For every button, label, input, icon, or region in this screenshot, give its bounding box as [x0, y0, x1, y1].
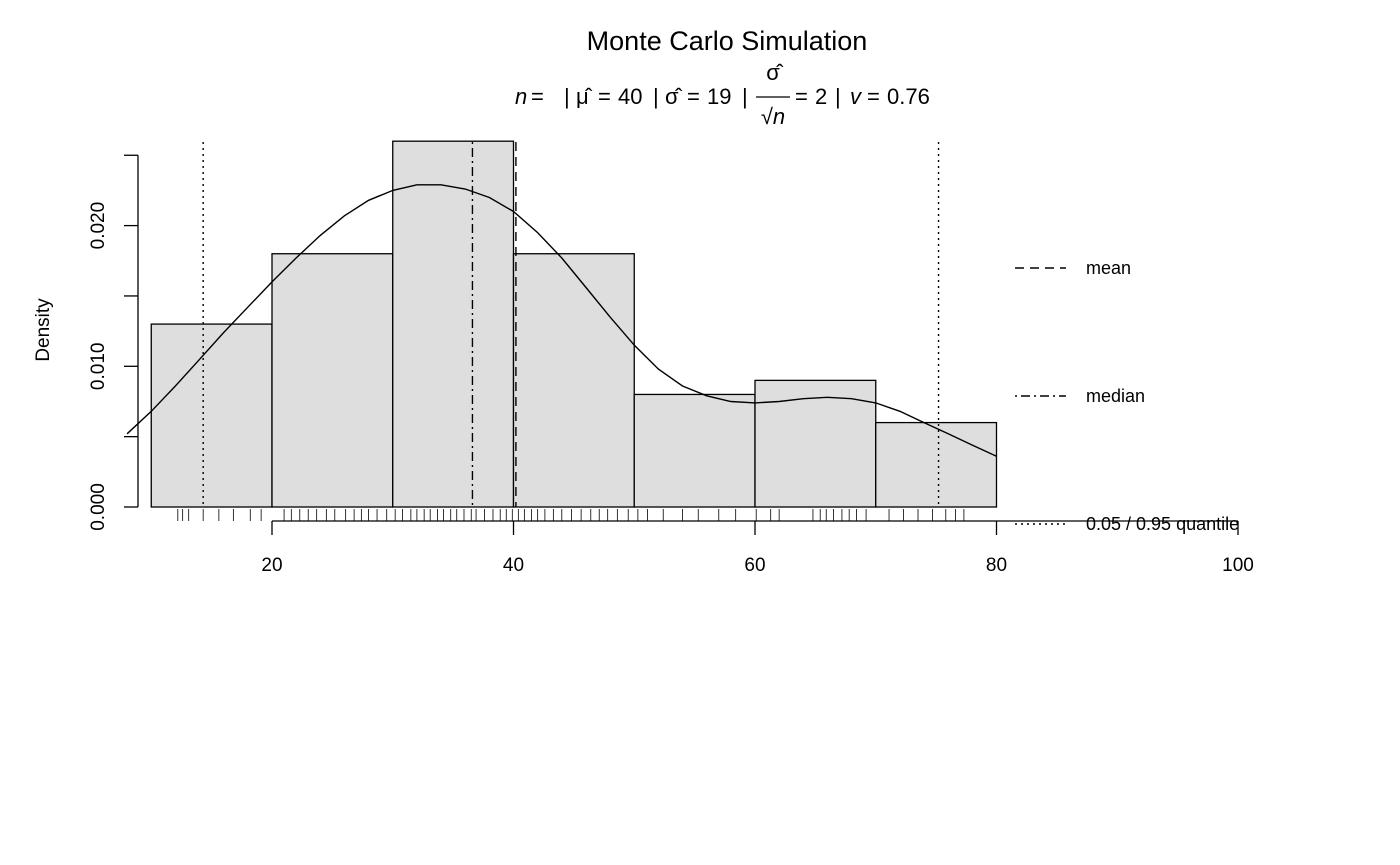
subtitle-se-value: 2	[815, 84, 827, 109]
chart-subtitle: n = | μ̂ = 40 | σ̂ = 19 | σ̂ √n = 2 | v …	[515, 60, 930, 129]
x-tick-label: 60	[744, 555, 765, 576]
subtitle-eq: =	[531, 84, 544, 109]
x-tick-label: 100	[1222, 555, 1254, 576]
histogram-bars	[150, 140, 998, 508]
subtitle-se-denominator: √n	[761, 104, 785, 129]
y-axis-label: Density	[33, 298, 54, 362]
histogram-bar	[392, 140, 515, 508]
histogram-bar	[150, 323, 273, 508]
subtitle-eq: =	[687, 84, 700, 109]
chart-title: Monte Carlo Simulation	[587, 26, 868, 56]
y-tick-label: 0.010	[88, 343, 109, 391]
subtitle-sep: |	[835, 84, 841, 109]
x-tick-label: 80	[986, 555, 1007, 576]
subtitle-se-numerator: σ̂	[766, 60, 784, 85]
subtitle-sigma-label: σ̂	[665, 84, 683, 109]
legend: mean median 0.05 / 0.95 quantile	[1015, 258, 1239, 534]
density-curve-layer	[126, 184, 997, 457]
subtitle-sep: |	[653, 84, 659, 109]
histogram-bar	[512, 253, 635, 508]
histogram-bar	[875, 421, 998, 508]
subtitle-v-value: 0.76	[887, 84, 930, 109]
subtitle-sep: |	[564, 84, 570, 109]
y-tick-label: 0.000	[88, 483, 109, 531]
subtitle-n-label: n	[515, 84, 527, 109]
histogram-bar	[633, 393, 756, 508]
density-curve	[126, 184, 997, 457]
y-tick-label: 0.020	[88, 202, 109, 250]
legend-label: median	[1086, 386, 1145, 406]
y-axis: 0.000 0.010 0.020	[88, 154, 139, 531]
reference-lines	[202, 142, 940, 507]
histogram-bar	[271, 253, 394, 508]
legend-label: 0.05 / 0.95 quantile	[1086, 514, 1239, 534]
x-tick-label: 20	[261, 555, 282, 576]
subtitle-v-label: v	[850, 84, 863, 109]
subtitle-sigma-value: 19	[707, 84, 731, 109]
subtitle-eq: =	[867, 84, 880, 109]
subtitle-eq: =	[598, 84, 611, 109]
subtitle-sep: |	[742, 84, 748, 109]
subtitle-eq: =	[795, 84, 808, 109]
x-axis: 20 40 60 80 100	[261, 520, 1254, 576]
subtitle-mu-label: μ̂	[576, 84, 593, 109]
rug-marks	[177, 509, 965, 521]
x-tick-label: 40	[503, 555, 524, 576]
subtitle-mu-value: 40	[618, 84, 642, 109]
legend-label: mean	[1086, 258, 1131, 278]
